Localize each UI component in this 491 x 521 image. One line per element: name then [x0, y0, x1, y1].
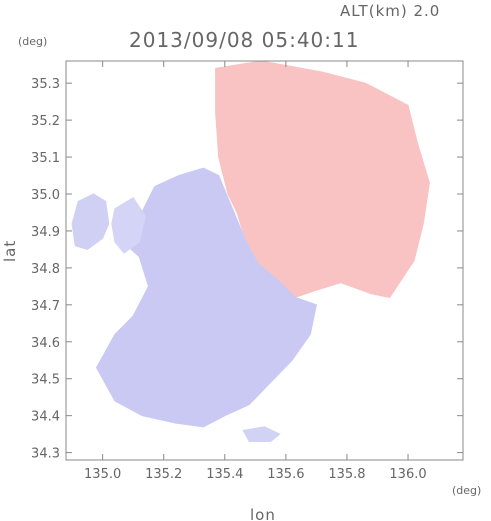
velocity-region-negative-west — [71, 193, 110, 250]
y-axis: 34.3 34.4 34.5 34.6 34.7 34.8 34.9 35.0 35.1 35.2… — [31, 77, 463, 462]
chart-title: 2013/09/08 05:40:11 — [129, 28, 359, 52]
y-tick-label: 34.8 — [31, 262, 60, 277]
y-tick-label: 35.0 — [31, 188, 60, 203]
x-axis-title: lon — [250, 506, 276, 521]
y-tick-label: 34.5 — [31, 373, 60, 388]
velocity-region-negative-northwest — [111, 197, 146, 254]
x-tick-label: 135.2 — [145, 467, 182, 482]
x-axis-unit: (deg) — [452, 484, 481, 497]
y-tick-label: 34.9 — [31, 225, 60, 240]
velocity-region-negative-main — [95, 167, 317, 428]
velocity-field — [71, 60, 430, 442]
x-tick-label: 136.0 — [389, 467, 426, 482]
x-tick-label: 135.0 — [84, 467, 121, 482]
y-tick-label: 35.1 — [31, 151, 60, 166]
y-axis-title: lat — [1, 240, 19, 262]
x-tick-label: 135.8 — [328, 467, 365, 482]
y-tick-label: 34.6 — [31, 336, 60, 351]
y-tick-label: 35.3 — [31, 77, 60, 92]
chart-subtitle: ALT(km) 2.0 — [340, 2, 440, 20]
y-tick-label: 35.2 — [31, 114, 60, 129]
velocity-region-negative-south — [242, 426, 281, 442]
y-tick-label: 34.7 — [31, 299, 60, 314]
x-tick-label: 135.4 — [206, 467, 243, 482]
plot-frame — [65, 60, 464, 461]
y-axis-unit: (deg) — [18, 35, 47, 48]
x-tick-label: 135.6 — [267, 467, 304, 482]
y-tick-label: 34.3 — [31, 447, 60, 462]
velocity-region-positive — [215, 60, 430, 298]
x-axis: 135.0 135.2 135.4 135.6 135.8 136.0 — [84, 61, 427, 482]
y-tick-label: 34.4 — [31, 410, 60, 425]
